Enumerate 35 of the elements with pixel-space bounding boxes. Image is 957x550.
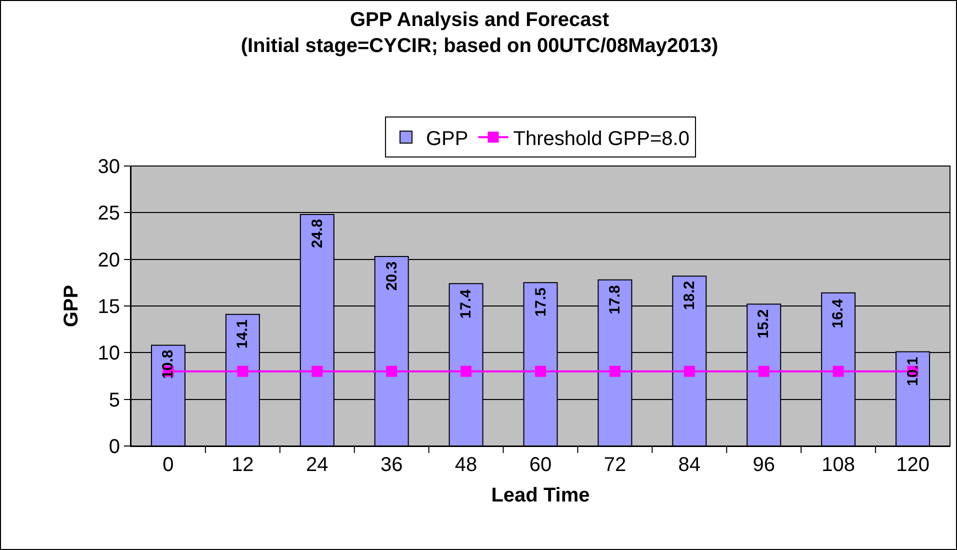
data-label: 18.2: [680, 280, 698, 310]
data-label: 17.4: [457, 288, 474, 319]
data-label: 10.1: [904, 356, 922, 386]
x-tick-label: 24: [306, 454, 328, 476]
data-label: 16.4: [829, 298, 846, 328]
x-tick-label: 84: [678, 454, 701, 476]
data-label: 17.5: [532, 287, 550, 317]
legend-label: GPP: [426, 128, 468, 150]
y-tick-label: 30: [98, 156, 120, 178]
x-axis-title: Lead Time: [491, 484, 590, 506]
x-tick-label: 96: [752, 454, 775, 476]
legend-label: Threshold GPP=8.0: [513, 128, 690, 150]
y-tick-label: 0: [108, 436, 120, 458]
y-tick-label: 5: [108, 389, 120, 412]
data-label: 20.3: [384, 261, 401, 291]
y-tick-label: 15: [98, 296, 120, 318]
data-label: 14.1: [234, 319, 251, 349]
x-tick-label: 60: [529, 454, 552, 476]
y-tick-label: 25: [98, 202, 120, 225]
chart-title: GPP Analysis and Forecast: [350, 8, 610, 31]
chart-subtitle: (Initial stage=CYCIR; based on 00UTC/08May2013): [240, 34, 718, 57]
x-tick-label: 72: [604, 454, 626, 476]
x-tick-label: 108: [822, 454, 856, 476]
data-label: 15.2: [755, 309, 772, 338]
data-label: 24.8: [309, 218, 326, 248]
y-axis-title: GPP: [60, 284, 82, 328]
y-tick-label: 20: [98, 249, 120, 272]
x-tick-label: 0: [162, 454, 174, 476]
x-tick-label: 120: [896, 454, 930, 476]
x-tick-label: 36: [380, 454, 403, 476]
data-label: 10.8: [160, 350, 177, 379]
x-tick-label: 48: [454, 454, 478, 476]
x-tick-label: 12: [232, 454, 254, 476]
y-tick-label: 10: [98, 342, 120, 365]
data-label: 17.8: [606, 285, 624, 314]
